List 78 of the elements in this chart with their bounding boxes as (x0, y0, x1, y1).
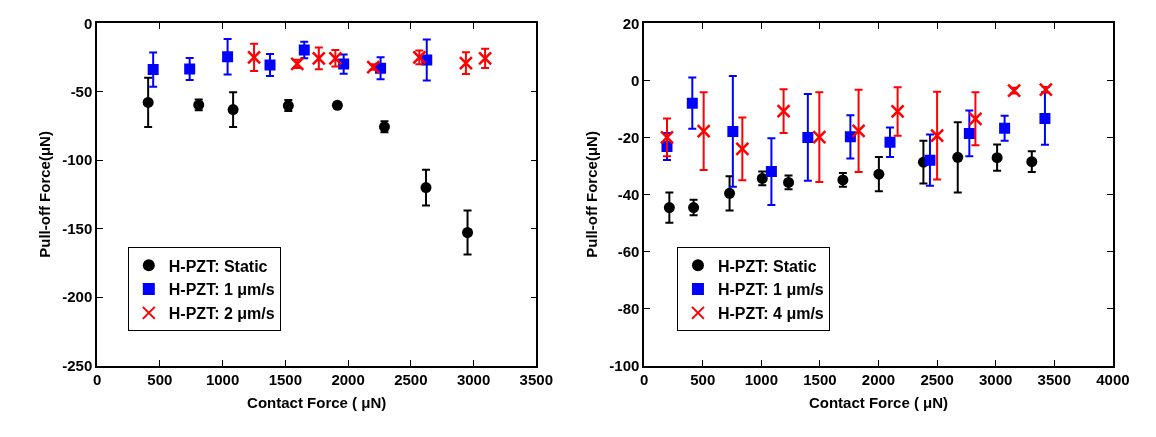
legend-label: H-PZT: 4 μm/s (717, 305, 824, 323)
point (1039, 113, 1051, 125)
point (884, 136, 896, 148)
x-axis-title: Contact Force ( μN) (247, 393, 387, 411)
point (477, 51, 493, 66)
point (462, 226, 474, 238)
y-tick-label: -60 (617, 242, 640, 260)
point (227, 104, 239, 116)
point (147, 64, 159, 76)
x-tick-label: 3000 (456, 371, 491, 389)
point (420, 182, 432, 194)
point (1026, 156, 1038, 168)
legend-label: H-PZT: 1 μm/s (717, 281, 824, 299)
y-tick-label: -40 (617, 185, 640, 203)
point (812, 129, 827, 145)
point (765, 166, 777, 178)
point (890, 104, 905, 119)
x-tick-label: 1000 (744, 371, 779, 389)
point (873, 168, 885, 180)
point (776, 103, 791, 119)
point (952, 151, 964, 163)
x-tick-label: 2500 (920, 371, 954, 389)
point (924, 154, 936, 166)
point (686, 97, 698, 109)
x-tick-label: 3000 (979, 371, 1013, 389)
point (663, 202, 675, 214)
y-tick-label: 20 (622, 14, 640, 32)
y-tick-label: -250 (62, 356, 93, 374)
point (246, 50, 262, 65)
legend-label: H-PZT: Static (168, 257, 268, 275)
y-tick-label: 0 (631, 71, 640, 89)
point (991, 152, 1003, 164)
point (222, 51, 234, 63)
point (311, 51, 327, 66)
x-tick-label: 2000 (331, 371, 365, 389)
y-tick-label: -80 (617, 299, 640, 317)
point (458, 55, 474, 71)
x-tick-label: 500 (147, 371, 173, 389)
point (735, 141, 750, 157)
y-tick-label: -50 (70, 82, 93, 100)
y-tick-label: -200 (62, 288, 93, 306)
legend-label: H-PZT: 2 μm/s (168, 305, 275, 323)
x-tick-label: 1000 (205, 371, 240, 389)
y-tick-label: 0 (83, 14, 93, 32)
point (688, 202, 700, 214)
point (999, 122, 1011, 134)
y-tick-label: -100 (62, 151, 93, 169)
legend-label: H-PZT: 1 μm/s (168, 281, 275, 299)
x-tick-label: 1500 (268, 371, 303, 389)
point (968, 111, 983, 127)
point (696, 123, 711, 139)
y-axis-title: Pull-off Force(μN) (583, 131, 601, 258)
y-axis-title: Pull-off Force(μN) (36, 131, 54, 258)
x-tick-label: 4000 (1096, 371, 1130, 389)
point (724, 187, 736, 199)
point (727, 125, 739, 137)
x-tick-label: 1500 (803, 371, 837, 389)
point (929, 128, 945, 143)
x-tick-label: 500 (690, 371, 716, 389)
x-tick-label: 3500 (519, 371, 553, 389)
point (264, 59, 276, 71)
x-tick-label: 2500 (394, 371, 428, 389)
point (659, 130, 675, 145)
y-tick-label: -150 (62, 219, 93, 237)
point (298, 44, 310, 56)
y-tick-label: -100 (609, 356, 640, 374)
point (851, 123, 866, 139)
x-axis-title: Contact Force ( μN) (808, 393, 949, 411)
point (963, 127, 975, 139)
point (184, 63, 196, 75)
x-tick-label: 2000 (861, 371, 896, 389)
point (142, 96, 154, 108)
point (338, 58, 350, 70)
point (802, 131, 814, 143)
y-tick-label: -20 (617, 128, 640, 146)
legend-label: H-PZT: Static (717, 257, 817, 275)
point (366, 59, 381, 75)
x-tick-label: 3500 (1037, 371, 1071, 389)
